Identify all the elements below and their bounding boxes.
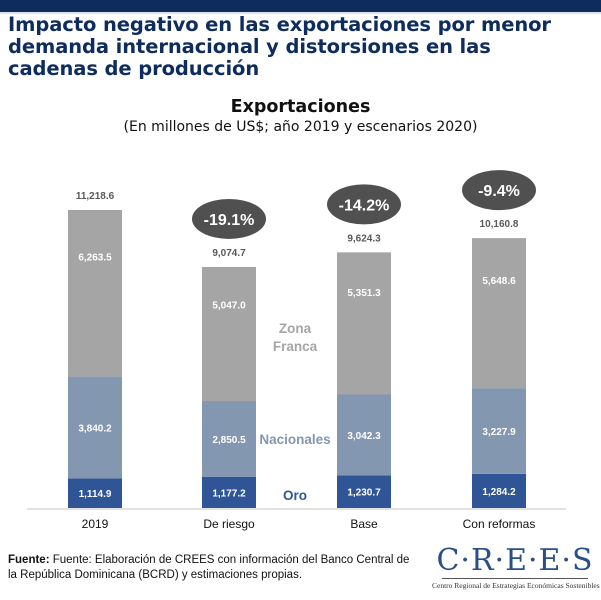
source-text: Fuente: Elaboración de CREES con informa… (8, 554, 410, 581)
segment-value-label: 1,177.2 (212, 488, 246, 499)
page-title: Impacto negativo en las exportaciones po… (8, 14, 598, 80)
legend-zona-franca: Franca (273, 339, 318, 354)
logo-rule (442, 578, 588, 579)
bar-segment-zona-franca (472, 238, 526, 389)
change-badge-text: -14.2% (339, 197, 390, 214)
page-title-line-2: demanda internacional y distorsiones en … (8, 35, 491, 58)
segment-value-label: 1,114.9 (79, 489, 112, 500)
bar-segment-zona-franca (68, 210, 122, 377)
x-tick-label: 2019 (82, 517, 109, 531)
change-badge-text: -9.4% (478, 183, 520, 200)
total-value-label: 9,074.7 (212, 248, 246, 259)
segment-value-label: 5,351.3 (347, 288, 381, 299)
chart-subtitle: (En millones de US$; año 2019 y escenari… (123, 119, 478, 135)
bar-segment-nacionales (472, 388, 526, 474)
x-tick-label: Base (350, 517, 378, 531)
segment-value-label: 6,263.5 (78, 253, 112, 264)
x-tick-label: De riesgo (203, 517, 255, 531)
legend-zona-franca: Zona (279, 321, 312, 336)
segment-value-label: 1,284.2 (482, 487, 516, 498)
source-label: Fuente: (8, 554, 50, 566)
bar-segment-nacionales (337, 394, 391, 476)
legend-nacionales: Nacionales (259, 432, 330, 447)
page-title-line-3: cadenas de producción (8, 57, 260, 80)
logo-wordmark: C·R·E·E·S (436, 543, 594, 578)
x-tick-label: Con reformas (463, 517, 536, 531)
total-value-label: 11,218.6 (76, 191, 115, 202)
source-note: Fuente: Fuente: Elaboración de CREES con… (8, 553, 418, 583)
segment-value-label: 5,047.0 (212, 300, 246, 311)
change-badge-text: -19.1% (204, 212, 255, 229)
crees-logo: C·R·E·E·S Centro Regional de Estrategias… (432, 543, 600, 591)
segment-value-label: 5,648.6 (482, 276, 516, 287)
top-banner (0, 0, 601, 12)
segment-value-label: 1,230.7 (347, 488, 381, 499)
bar-segment-oro (202, 476, 256, 508)
bar-segment-oro (472, 473, 526, 508)
segment-value-label: 3,042.3 (347, 431, 381, 442)
bar-segment-zona-franca (337, 252, 391, 395)
change-badge (462, 170, 536, 211)
bar-segment-oro (68, 478, 122, 508)
chart-title: Exportaciones (230, 97, 371, 117)
segment-value-label: 3,840.2 (78, 423, 112, 434)
legend-oro: Oro (283, 488, 307, 503)
change-badge (327, 184, 401, 225)
bar-segment-nacionales (202, 401, 256, 477)
total-value-label: 10,160.8 (480, 219, 519, 230)
top-banner-rule (0, 12, 601, 14)
bar-segment-oro (337, 475, 391, 508)
bar-segment-zona-franca (202, 266, 256, 402)
page-title-line-1: Impacto negativo en las exportaciones po… (8, 13, 551, 36)
total-value-label: 9,624.3 (347, 233, 381, 244)
bar-segment-nacionales (68, 376, 122, 479)
change-badge (192, 198, 266, 239)
logo-subtitle: Centro Regional de Estrategias Económica… (432, 581, 600, 590)
segment-value-label: 3,227.9 (482, 427, 516, 438)
segment-value-label: 2,850.5 (212, 435, 246, 446)
